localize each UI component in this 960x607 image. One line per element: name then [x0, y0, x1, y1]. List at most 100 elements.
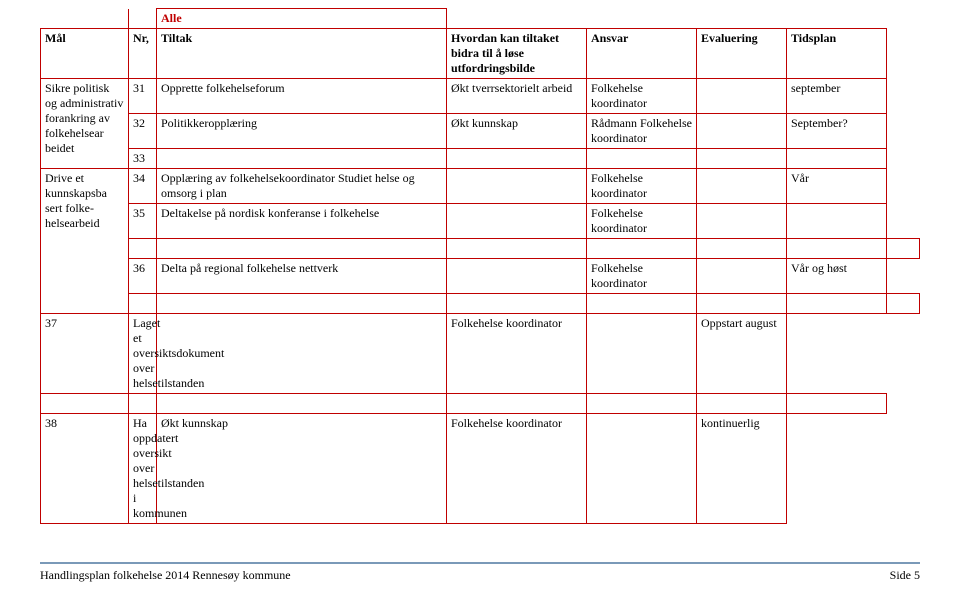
spacer-cell — [157, 294, 447, 314]
spacer-cell — [587, 294, 697, 314]
spacer-cell — [41, 394, 129, 414]
cell-ansvar: Folkehelse koordinator — [587, 79, 697, 114]
spacer-cell — [887, 294, 920, 314]
footer-rule — [40, 562, 920, 564]
spacer-cell — [157, 239, 447, 259]
cell-tiltak: Opprette folkehelseforum — [157, 79, 447, 114]
cell-evaluering — [697, 149, 787, 169]
cell-hvordan — [447, 149, 587, 169]
cell-ansvar: Folkehelse koordinator — [447, 314, 587, 394]
table-row: 37Laget et oversiktsdokument over helset… — [41, 314, 920, 394]
spacer-row — [41, 394, 920, 414]
cell-tidsplan: September? — [787, 114, 887, 149]
cell-tiltak: Laget et oversiktsdokument over helsetil… — [129, 314, 157, 394]
cell-ansvar — [587, 149, 697, 169]
cell-tidsplan — [787, 204, 887, 239]
footer: Handlingsplan folkehelse 2014 Rennesøy k… — [40, 562, 920, 583]
spacer-cell — [697, 294, 787, 314]
cell-evaluering — [697, 79, 787, 114]
footer-row: Handlingsplan folkehelse 2014 Rennesøy k… — [40, 568, 920, 583]
table-row: Sikre politisk og administrativ forankri… — [41, 79, 920, 114]
header-row: Mål Nr, Tiltak Hvordan kan tiltaket bidr… — [41, 29, 920, 79]
cell-hvordan: Økt kunnskap — [157, 414, 447, 524]
cell-evaluering — [587, 414, 697, 524]
cell-evaluering — [587, 314, 697, 394]
cell-nr: 37 — [41, 314, 129, 394]
cell-evaluering — [697, 169, 787, 204]
cell-tiltak: Delta på regional folkehelse nettverk — [157, 259, 447, 294]
alle-cell: Alle — [157, 9, 447, 29]
cell-hvordan: Økt kunnskap — [447, 114, 587, 149]
blank-cell — [129, 9, 157, 29]
spacer-cell — [697, 239, 787, 259]
spacer-cell — [129, 394, 157, 414]
cell-hvordan: Økt tverrsektorielt arbeid — [447, 79, 587, 114]
cell-tiltak: Ha oppdatert oversikt over helsetilstand… — [129, 414, 157, 524]
spacer-cell — [587, 239, 697, 259]
footer-left: Handlingsplan folkehelse 2014 Rennesøy k… — [40, 568, 291, 583]
col-tiltak: Tiltak — [157, 29, 447, 79]
table-row: 32PolitikkeropplæringØkt kunnskapRådmann… — [41, 114, 920, 149]
cell-mal: Sikre politisk og administrativ forankri… — [41, 79, 129, 169]
cell-hvordan — [447, 169, 587, 204]
alle-row: Alle — [41, 9, 920, 29]
cell-tidsplan: Vår og høst — [787, 259, 887, 294]
cell-tidsplan: september — [787, 79, 887, 114]
cell-evaluering — [697, 204, 787, 239]
col-nr: Nr, — [129, 29, 157, 79]
table-row: 36Delta på regional folkehelse nettverk F… — [41, 259, 920, 294]
cell-tiltak: Deltakelse på nordisk konferanse i folke… — [157, 204, 447, 239]
cell-tiltak: Politikkeropplæring — [157, 114, 447, 149]
table-row: 33 — [41, 149, 920, 169]
col-hvordan: Hvordan kan tiltaket bidra til å løse ut… — [447, 29, 587, 79]
spacer-cell — [447, 294, 587, 314]
spacer-cell — [587, 394, 697, 414]
spacer-cell — [129, 294, 157, 314]
cell-ansvar: Folkehelse koordinator — [587, 259, 697, 294]
cell-ansvar: Folkehelse koordinator — [587, 204, 697, 239]
spacer-cell — [129, 239, 157, 259]
cell-nr: 32 — [129, 114, 157, 149]
cell-tidsplan — [787, 149, 887, 169]
table-body: Sikre politisk og administrativ forankri… — [41, 79, 920, 524]
spacer-cell — [697, 394, 787, 414]
cell-ansvar: Rådmann Folkehelse koordinator — [587, 114, 697, 149]
spacer-cell — [887, 239, 920, 259]
cell-nr: 36 — [129, 259, 157, 294]
cell-ansvar: Folkehelse koordinator — [587, 169, 697, 204]
cell-nr: 38 — [41, 414, 129, 524]
spacer-cell — [787, 394, 887, 414]
blank-cell — [41, 9, 129, 29]
cell-tidsplan: Oppstart august — [697, 314, 787, 394]
col-ansvar: Ansvar — [587, 29, 697, 79]
cell-ansvar: Folkehelse koordinator — [447, 414, 587, 524]
main-table: Alle Mål Nr, Tiltak Hvordan kan tiltaket… — [40, 8, 920, 524]
cell-hvordan — [447, 259, 587, 294]
cell-mal: Drive et kunnskapsba sert folke- helsear… — [41, 169, 129, 314]
cell-tiltak — [157, 149, 447, 169]
cell-tidsplan: Vår — [787, 169, 887, 204]
spacer-cell — [787, 294, 887, 314]
cell-nr: 31 — [129, 79, 157, 114]
blank-cell — [447, 9, 887, 29]
cell-evaluering — [697, 259, 787, 294]
col-tidsplan: Tidsplan — [787, 29, 887, 79]
col-mal: Mål — [41, 29, 129, 79]
cell-nr: 35 — [129, 204, 157, 239]
cell-tidsplan: kontinuerlig — [697, 414, 787, 524]
alle-label: Alle — [161, 11, 182, 25]
page: Alle Mål Nr, Tiltak Hvordan kan tiltaket… — [0, 0, 960, 607]
table-row: Drive et kunnskapsba sert folke- helsear… — [41, 169, 920, 204]
spacer-cell — [787, 239, 887, 259]
spacer-row — [41, 294, 920, 314]
cell-nr: 34 — [129, 169, 157, 204]
spacer-cell — [157, 394, 447, 414]
table-row: 38Ha oppdatert oversikt over helsetilsta… — [41, 414, 920, 524]
spacer-row — [41, 239, 920, 259]
cell-hvordan — [447, 204, 587, 239]
spacer-cell — [447, 394, 587, 414]
cell-tiltak: Opplæring av folkehelsekoordinator Studi… — [157, 169, 447, 204]
footer-right: Side 5 — [890, 568, 920, 583]
spacer-cell — [447, 239, 587, 259]
table-row: 35Deltakelse på nordisk konferanse i fol… — [41, 204, 920, 239]
